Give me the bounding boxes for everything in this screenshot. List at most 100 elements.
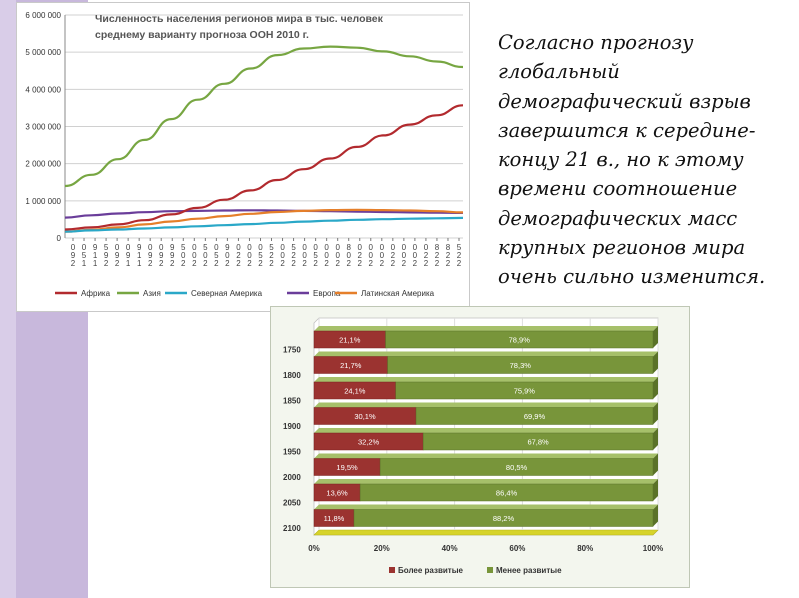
bar-data-label: 30,1% bbox=[354, 412, 376, 421]
bar-top-face bbox=[314, 428, 658, 433]
bar-data-label: 75,9% bbox=[514, 387, 536, 396]
population-line-chart-svg: 0 1 000 000 2 000 000 3 000 000 4 000 000 5 0… bbox=[25, 11, 464, 298]
x-tick-label: 0% bbox=[308, 544, 320, 553]
bar-side-face bbox=[653, 428, 658, 450]
legend-label: Азия bbox=[143, 289, 161, 298]
y-tick-label: 1800 bbox=[283, 371, 301, 380]
bar-less-developed bbox=[422, 432, 654, 451]
bar-side-face bbox=[653, 402, 658, 425]
bar-top-face bbox=[314, 453, 658, 459]
share-stacked-bar-chart-svg: 0% 20% 40% 60% 80% 100% 1750 21,1% 78,9% 1800 21,7… bbox=[283, 317, 663, 575]
y-tick-label: 1850 bbox=[283, 397, 301, 406]
bar-side-face bbox=[653, 479, 658, 501]
legend-label: Африка bbox=[81, 289, 111, 298]
bar-data-label: 78,3% bbox=[510, 361, 532, 370]
bar-less-developed bbox=[395, 381, 654, 400]
bar-top-face bbox=[314, 326, 658, 331]
slide-decor-band-light bbox=[0, 0, 16, 598]
x-tick-label: 40% bbox=[442, 544, 458, 553]
population-line-chart: 0 1 000 000 2 000 000 3 000 000 4 000 000 5 0… bbox=[16, 2, 470, 312]
y-tick-label: 2100 bbox=[283, 524, 301, 533]
y-tick-label: 2000 bbox=[283, 473, 301, 482]
bar-side-face bbox=[653, 351, 658, 374]
bar-data-label: 80,5% bbox=[506, 463, 528, 472]
bar-side-face bbox=[653, 377, 658, 399]
x-tick-label: 20% bbox=[374, 544, 390, 553]
bar-less-developed bbox=[379, 458, 654, 476]
bar-top-face bbox=[314, 479, 658, 484]
bar-top-face bbox=[314, 402, 658, 408]
bar-data-label: 21,7% bbox=[340, 361, 362, 370]
legend-label: Более развитые bbox=[398, 566, 464, 575]
y-tick-label: 1900 bbox=[283, 422, 301, 431]
x-tick-label: 100% bbox=[643, 544, 663, 553]
x-tick-label: 60% bbox=[509, 544, 525, 553]
x-tick-label: 80% bbox=[577, 544, 593, 553]
series-line bbox=[64, 208, 464, 233]
bar-data-label: 13,6% bbox=[326, 489, 348, 498]
plot-floor bbox=[313, 529, 659, 536]
legend-label: Северная Америка bbox=[191, 289, 263, 298]
bar-top-face bbox=[314, 504, 658, 510]
bar-data-label: 19,5% bbox=[336, 463, 358, 472]
legend-label: Европа bbox=[313, 289, 341, 298]
bar-side-face bbox=[653, 504, 658, 527]
legend-swatch bbox=[487, 567, 493, 573]
y-tick-label: 3 000 000 bbox=[25, 123, 61, 132]
bar-side-face bbox=[653, 326, 658, 348]
y-tick-label: 6 000 000 bbox=[25, 11, 61, 20]
plot-area bbox=[313, 317, 659, 536]
chart-title: Численность населения регионов мира в ты… bbox=[95, 13, 384, 41]
y-tick-label: 2050 bbox=[283, 499, 301, 508]
bar-top-face bbox=[314, 377, 658, 382]
series-line bbox=[64, 216, 464, 233]
series-line bbox=[64, 209, 464, 219]
legend-label: Менее развитые bbox=[496, 566, 562, 575]
y-tick-label: 1750 bbox=[283, 346, 301, 355]
bar-data-label: 88,2% bbox=[493, 514, 515, 523]
bar-data-label: 32,2% bbox=[358, 438, 380, 447]
slide-body-text: Согласно прогнозу глобальный демографиче… bbox=[498, 31, 766, 289]
bar-less-developed bbox=[353, 509, 654, 527]
legend-label: Латинская Америка bbox=[361, 289, 435, 298]
y-tick-label: 4 000 000 bbox=[25, 85, 61, 94]
y-tick-label: 0 bbox=[57, 234, 62, 243]
y-tick-label: 5 000 000 bbox=[25, 48, 61, 57]
y-tick-label: 2 000 000 bbox=[25, 160, 61, 169]
bar-less-developed bbox=[359, 483, 654, 502]
legend-swatch bbox=[389, 567, 395, 573]
bar-data-label: 78,9% bbox=[509, 336, 531, 345]
series-line bbox=[64, 45, 464, 188]
share-stacked-bar-chart: 0% 20% 40% 60% 80% 100% 1750 21,1% 78,9% 1800 21,7… bbox=[270, 306, 690, 588]
bar-less-developed bbox=[415, 407, 654, 425]
bar-less-developed bbox=[385, 330, 654, 349]
